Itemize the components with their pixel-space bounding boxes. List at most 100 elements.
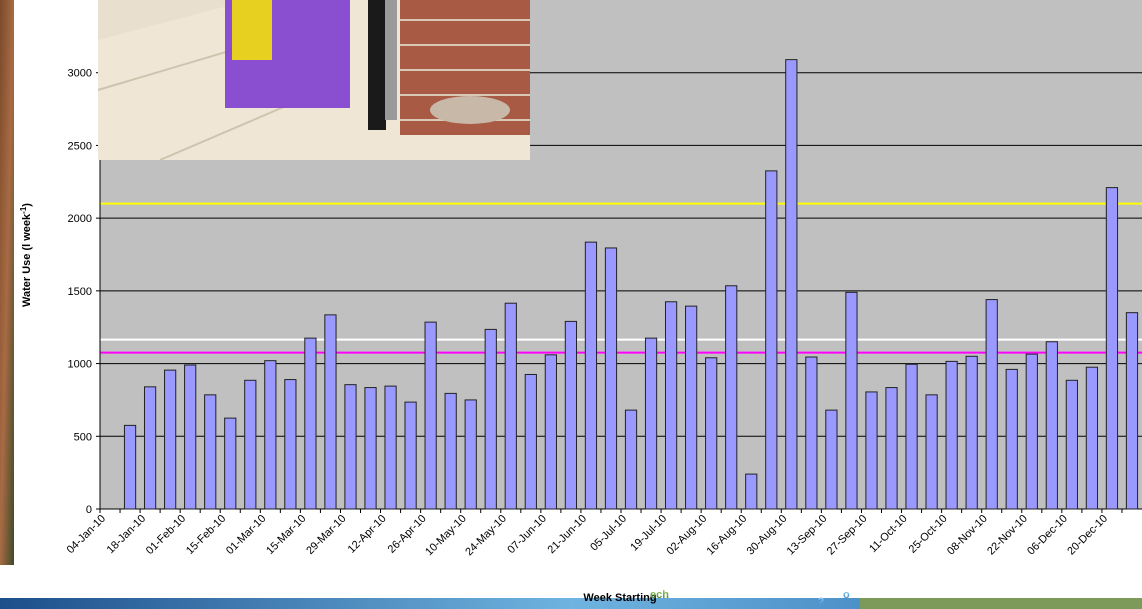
bar [504,302,517,510]
y-tick-label: 2000 [68,213,92,225]
y-tick-label: 1500 [68,286,92,298]
x-tick-label: 01-Feb-10 [144,513,188,557]
bottom-bar [0,598,1142,609]
x-tick-label: 18-Jan-10 [105,513,149,557]
bar [825,409,838,510]
bar [905,363,918,510]
x-tick-label: 16-Aug-10 [705,513,750,558]
bar [164,369,177,510]
photo [97,0,530,161]
bar [604,247,618,510]
y-tick-label: 3000 [68,68,92,80]
bar [564,320,578,510]
bar [384,385,397,510]
bar [805,356,818,510]
logo-end: o [843,589,850,601]
bar [224,417,237,510]
y-tick-label: 0 [86,504,92,516]
logo-sub: 2 [818,596,824,608]
bar [544,354,557,510]
logo-main: ech [650,589,669,601]
x-tick-label: 19-Jul-10 [628,513,669,554]
x-tick-label: 01-Mar-10 [224,513,268,557]
x-tick-label: 04-Jan-10 [65,513,109,557]
bar [705,357,718,510]
bar [344,384,357,510]
bar [925,394,938,510]
y-axis-label: Water Use (l week-1) [19,203,33,307]
bar [484,328,497,510]
x-tick-label: 13-Sep-10 [785,513,830,558]
bar [1105,187,1119,510]
x-tick-label: 27-Sep-10 [825,513,870,558]
bar [444,392,457,510]
bar [745,473,758,510]
x-tick-label: 22-Nov-10 [985,513,1030,558]
bar [685,305,698,510]
bar [304,337,317,510]
bar [204,394,217,510]
x-tick-label: 06-Dec-10 [1025,513,1070,558]
bar [1045,341,1058,510]
x-axis-label: Week Starting [583,592,656,604]
bar [284,379,297,510]
bar [143,386,157,510]
bar [584,241,598,510]
logo: ech 2 o [650,589,850,608]
x-tick-label: 11-Oct-10 [867,513,909,555]
y-label-main: Water Use (l week [21,213,33,307]
bar [424,321,437,510]
bar [865,391,878,510]
bar [624,409,638,510]
x-tick-label: 05-Jul-10 [588,513,629,554]
bar [184,364,197,510]
x-tick-label: 29-Mar-10 [304,513,348,557]
bar [404,401,417,510]
bar [785,59,798,510]
x-tick-label: 25-Oct-10 [907,513,950,556]
bar [123,424,137,510]
bar [524,373,537,510]
bar [1005,368,1018,510]
x-tick-label: 12-Apr-10 [346,513,389,556]
bar [765,170,778,510]
bottom-image [860,598,1142,609]
x-tick-label: 24-May-10 [463,513,509,559]
bar [324,314,337,510]
bar [244,379,257,510]
bar [364,387,377,510]
bar [1025,353,1038,510]
bar [1085,366,1099,510]
bar [264,360,277,510]
bar [725,285,738,510]
x-tick-label: 15-Feb-10 [184,513,228,557]
x-tick-label: 15-Mar-10 [264,513,308,557]
bar [965,355,978,510]
bar [945,360,958,510]
bar [644,337,658,510]
x-tick-label: 08-Nov-10 [945,513,990,558]
y-label-sup: -1 [19,206,28,214]
bar [985,299,998,510]
side-image [0,0,14,565]
bar [885,387,898,510]
y-tick-label: 500 [74,431,92,443]
bar [664,301,678,510]
y-tick-label: 1000 [68,359,92,371]
plot: 0 500 1000 1500 2000 2500 3000 04-Jan-1018-Jan-… [65,0,1142,558]
x-tick-label: 26-Apr-10 [386,513,429,556]
x-tick-label: 07-Jun-10 [505,513,549,557]
bar [464,399,477,510]
x-tick-label: 02-Aug-10 [664,513,709,558]
y-label-end: ) [21,203,33,207]
x-tick-label: 30-Aug-10 [745,513,790,558]
x-tick-label: 10-May-10 [423,513,469,559]
bar [845,291,858,510]
x-tick-label: 20-Dec-10 [1065,513,1110,558]
y-tick-label: 2500 [68,140,92,152]
bar [1125,312,1139,510]
x-tick-label: 21-Jun-10 [546,513,590,557]
bar [1065,379,1078,510]
